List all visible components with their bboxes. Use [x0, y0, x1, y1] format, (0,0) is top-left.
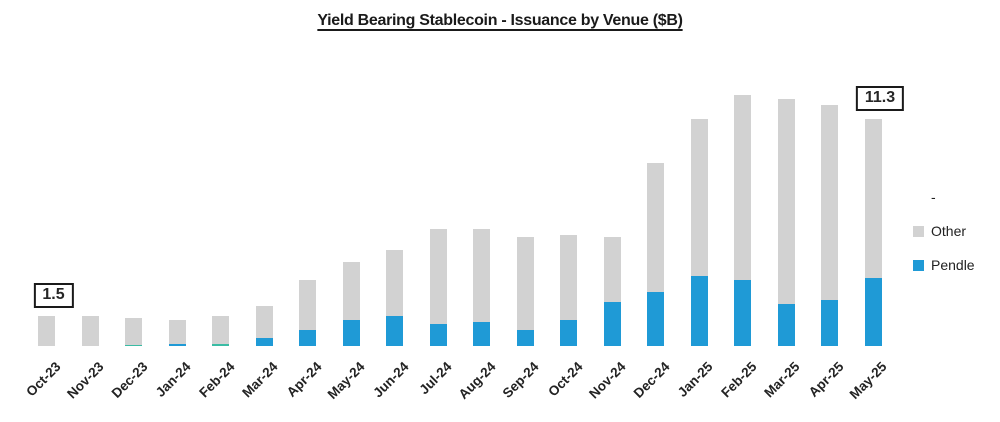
bar-segment-pendle	[690, 275, 708, 346]
bar-segment-other	[168, 319, 186, 344]
bar-segment-pendle	[255, 337, 273, 346]
bar-segment-pendle	[864, 277, 882, 346]
bar-segment-pendle	[734, 279, 751, 346]
bar-segment-other	[603, 237, 621, 302]
legend-item-dash: -	[913, 186, 999, 208]
bar-segment-pendle	[516, 329, 534, 346]
bar-segment-other	[777, 98, 795, 304]
bar-segment-pendle	[560, 319, 577, 346]
legend-swatch-other-icon	[913, 225, 924, 237]
bar-segment-pendle	[777, 303, 795, 346]
legend-label: Other	[931, 223, 967, 239]
bar-segment-other	[429, 229, 447, 324]
bar-segment-other	[255, 305, 273, 338]
bar-segment-other	[342, 261, 360, 320]
legend-label: -	[931, 189, 936, 205]
legend: - Other Pendle	[913, 186, 999, 288]
bar-segment-pendle	[342, 319, 360, 346]
bar-segment-other	[212, 315, 229, 344]
bar-segment-pendle	[473, 321, 490, 346]
bar-segment-other	[386, 249, 403, 316]
bar-segment-other	[864, 118, 882, 278]
bar-segment-other	[473, 229, 490, 322]
bar-segment-other	[125, 317, 142, 345]
legend-swatch-pendle-icon	[913, 259, 924, 271]
bar-segment-pendle	[168, 344, 186, 346]
bar-segment-other	[821, 104, 838, 300]
bar-segment-pendle	[647, 291, 664, 346]
annotation-box: 11.3	[855, 85, 905, 111]
legend-item-pendle: Pendle	[913, 254, 999, 276]
bar-segment-dash	[125, 345, 142, 346]
annotation-box: 1.5	[33, 282, 74, 308]
bar-segment-other	[690, 118, 708, 276]
bar-segment-other	[516, 237, 534, 330]
bar-segment-other	[38, 315, 55, 346]
chart-title: Yield Bearing Stablecoin - Issuance by V…	[317, 12, 683, 29]
legend-label: Pendle	[931, 257, 975, 273]
bar-segment-pendle	[821, 299, 838, 346]
bar-segment-pendle	[299, 329, 316, 346]
bar-segment-other	[647, 163, 664, 292]
bar-segment-dash	[212, 344, 229, 346]
legend-item-other: Other	[913, 220, 999, 242]
bar-segment-pendle	[429, 323, 447, 346]
bar-segment-pendle	[603, 301, 621, 346]
bar-segment-pendle	[386, 315, 403, 346]
bar-segment-other	[734, 94, 751, 280]
bar-segment-other	[560, 235, 577, 320]
bar-segment-other	[299, 279, 316, 330]
bar-segment-other	[81, 315, 99, 346]
